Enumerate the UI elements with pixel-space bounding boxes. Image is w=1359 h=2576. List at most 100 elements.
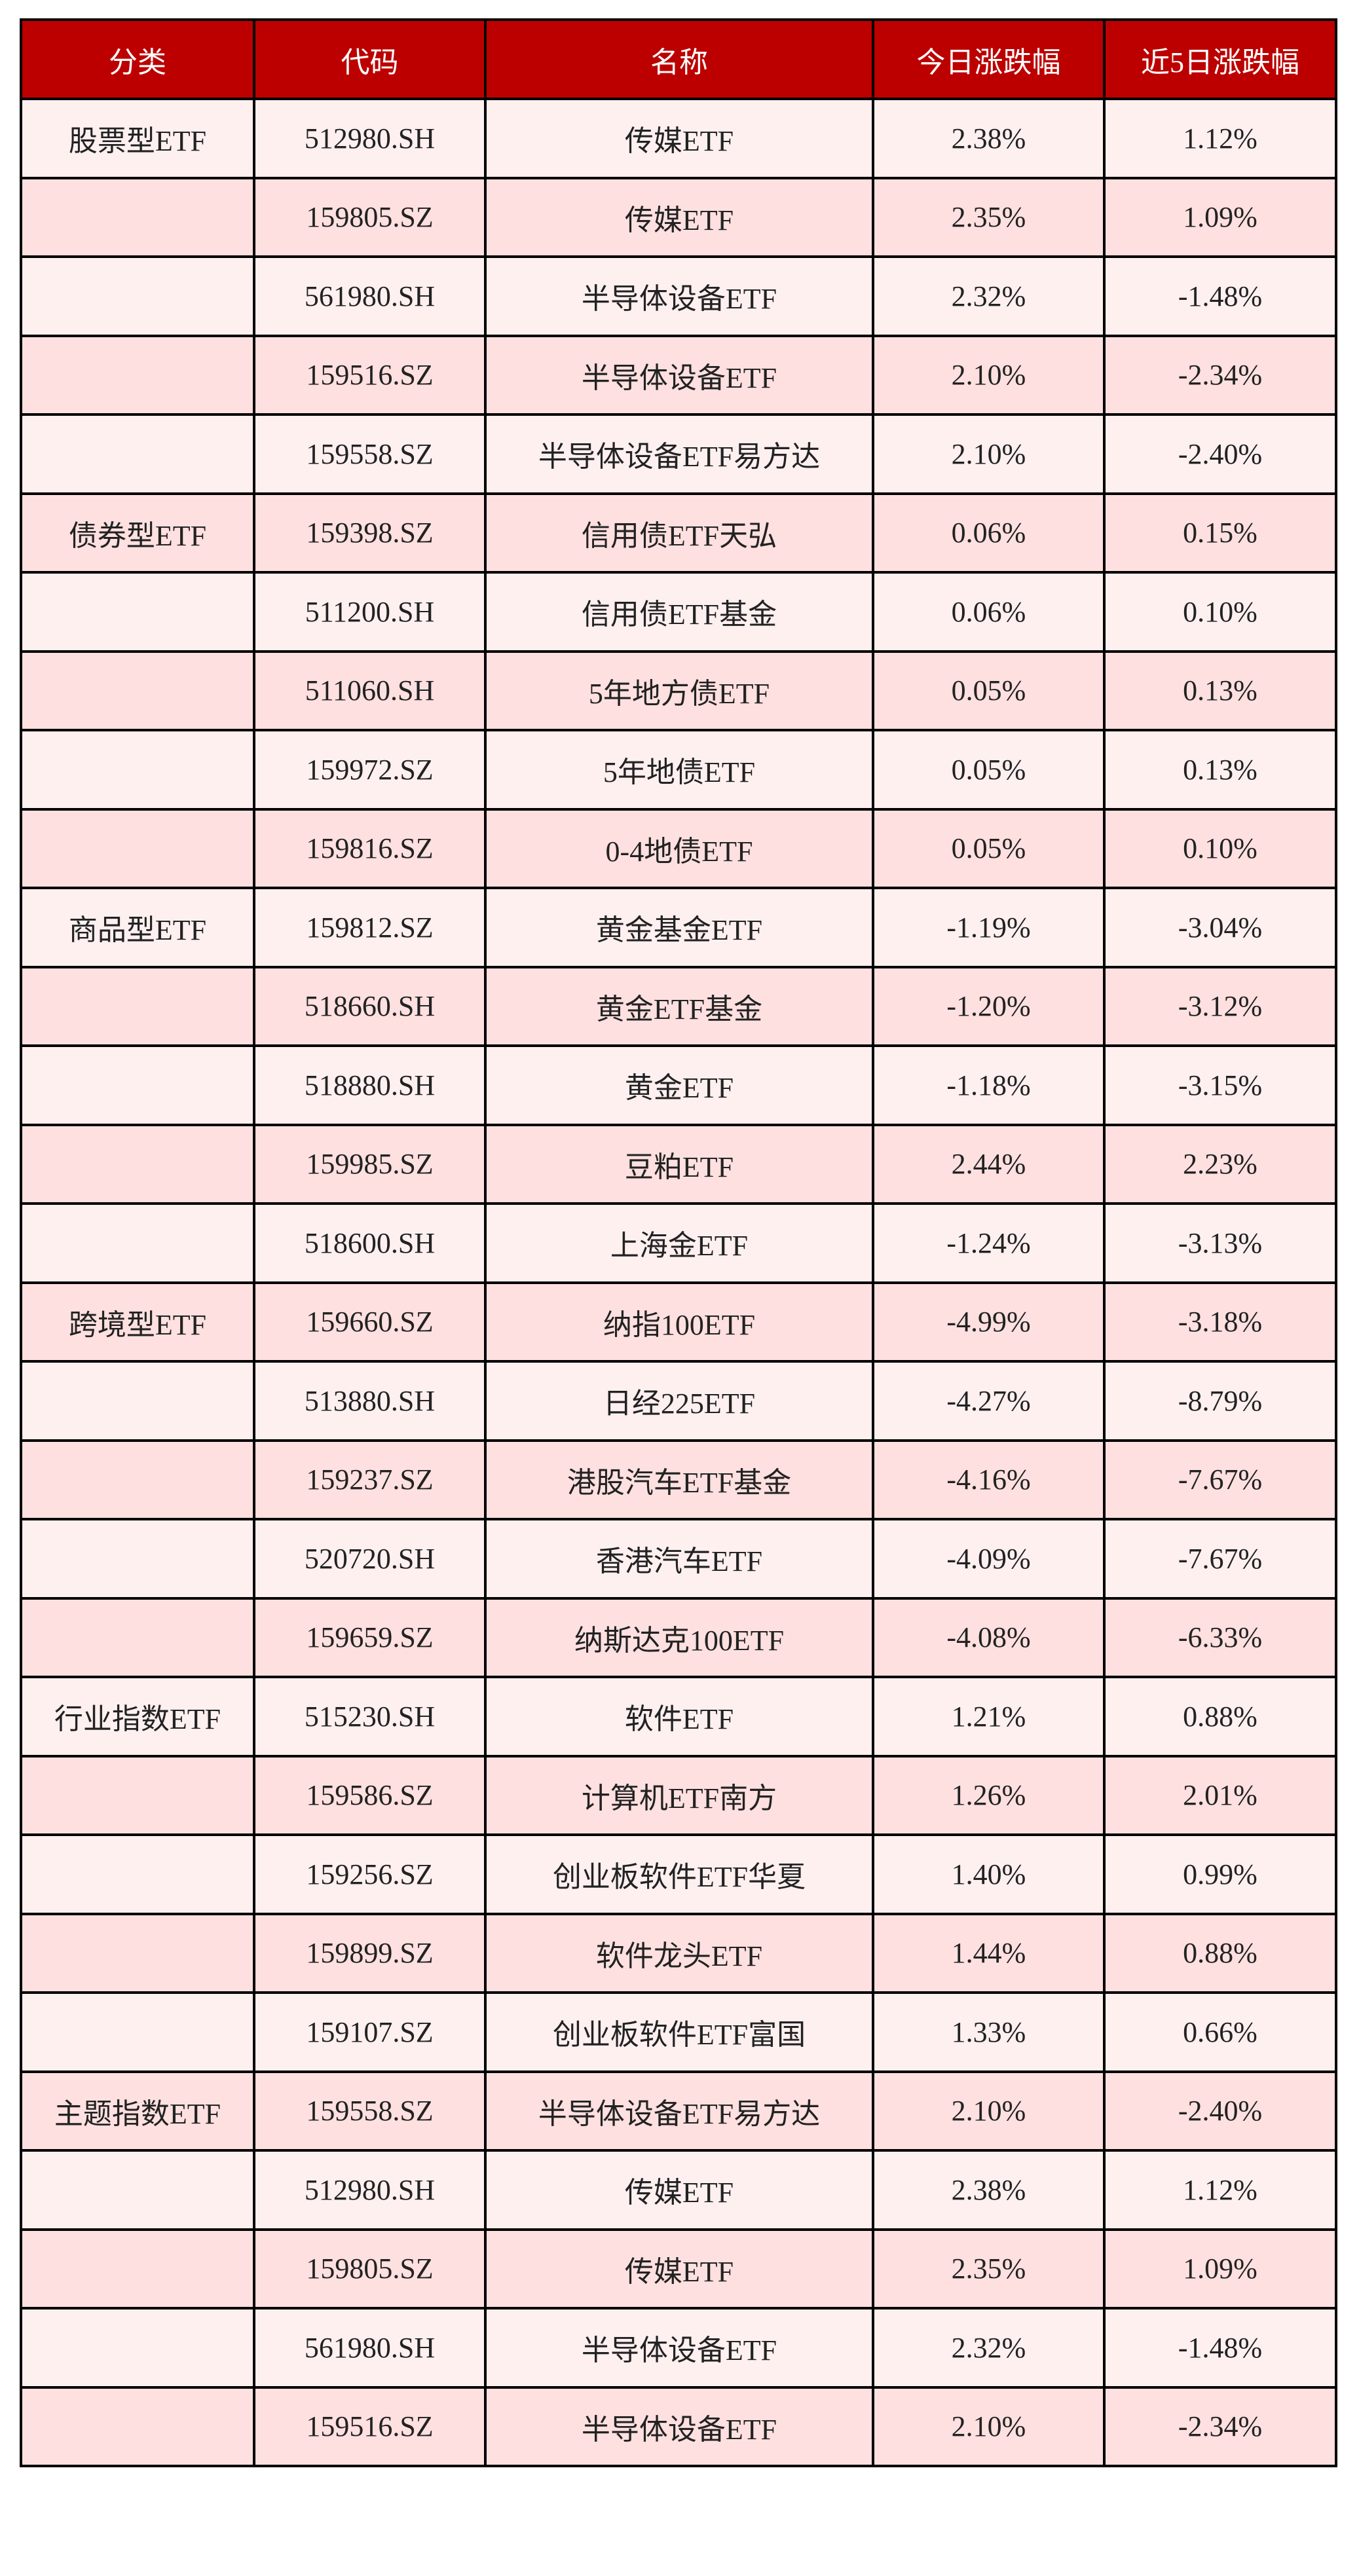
cell-5day-change: 2.01% <box>1103 1754 1337 1836</box>
cell-today-change: 1.21% <box>872 1676 1106 1757</box>
etf-table: 分类 代码 名称 今日涨跌幅 近5日涨跌幅 股票型ETF 512980.SH 传媒E… <box>20 18 1337 2467</box>
cell-code: 512980.SH <box>253 98 487 179</box>
cell-5day-change: 0.66% <box>1103 1991 1337 2073</box>
cell-5day-change: -1.48% <box>1103 255 1337 337</box>
cell-category <box>20 1518 255 1600</box>
cell-code: 512980.SH <box>253 2149 487 2231</box>
cell-name: 传媒ETF <box>484 176 874 258</box>
cell-category <box>20 2307 255 2389</box>
cell-today-change: -4.27% <box>872 1360 1106 1442</box>
cell-5day-change: -6.33% <box>1103 1596 1337 1678</box>
cell-code: 159398.SZ <box>253 492 487 574</box>
cell-today-change: 2.38% <box>872 98 1106 179</box>
cell-name: 创业板软件ETF富国 <box>484 1991 874 2073</box>
cell-category: 行业指数ETF <box>20 1676 255 1757</box>
table-row: 159558.SZ 半导体设备ETF易方达 2.10% -2.40% <box>20 413 1337 495</box>
cell-name: 5年地方债ETF <box>484 650 874 731</box>
cell-category: 商品型ETF <box>20 887 255 968</box>
cell-name: 豆粕ETF <box>484 1123 874 1205</box>
cell-code: 561980.SH <box>253 2307 487 2389</box>
cell-name: 纳指100ETF <box>484 1281 874 1363</box>
cell-today-change: 0.05% <box>872 729 1106 811</box>
cell-code: 515230.SH <box>253 1676 487 1757</box>
cell-code: 513880.SH <box>253 1360 487 1442</box>
cell-name: 香港汽车ETF <box>484 1518 874 1600</box>
cell-code: 518660.SH <box>253 965 487 1047</box>
cell-5day-change: -3.13% <box>1103 1202 1337 1284</box>
cell-today-change: -4.99% <box>872 1281 1106 1363</box>
cell-category <box>20 1123 255 1205</box>
cell-code: 520720.SH <box>253 1518 487 1600</box>
cell-5day-change: -7.67% <box>1103 1518 1337 1600</box>
table-row: 520720.SH 香港汽车ETF -4.09% -7.67% <box>20 1518 1337 1600</box>
cell-today-change: -1.20% <box>872 965 1106 1047</box>
cell-category <box>20 1596 255 1678</box>
table-row: 518600.SH 上海金ETF -1.24% -3.13% <box>20 1202 1337 1284</box>
cell-5day-change: -8.79% <box>1103 1360 1337 1442</box>
cell-category <box>20 1044 255 1126</box>
cell-name: 计算机ETF南方 <box>484 1754 874 1836</box>
cell-today-change: 0.06% <box>872 571 1106 653</box>
cell-5day-change: 1.12% <box>1103 98 1337 179</box>
cell-today-change: 0.05% <box>872 650 1106 731</box>
cell-category <box>20 1833 255 1915</box>
cell-category <box>20 1912 255 1994</box>
cell-today-change: -4.16% <box>872 1439 1106 1520</box>
cell-category <box>20 2149 255 2231</box>
cell-name: 半导体设备ETF <box>484 334 874 416</box>
cell-code: 159812.SZ <box>253 887 487 968</box>
cell-today-change: -4.09% <box>872 1518 1106 1600</box>
cell-name: 5年地债ETF <box>484 729 874 811</box>
table-row: 561980.SH 半导体设备ETF 2.32% -1.48% <box>20 255 1337 337</box>
table-row: 159805.SZ 传媒ETF 2.35% 1.09% <box>20 176 1337 258</box>
table-row: 518660.SH 黄金ETF基金 -1.20% -3.12% <box>20 965 1337 1047</box>
cell-name: 半导体设备ETF易方达 <box>484 2070 874 2152</box>
cell-category <box>20 413 255 495</box>
cell-5day-change: 0.88% <box>1103 1912 1337 1994</box>
table-row: 159107.SZ 创业板软件ETF富国 1.33% 0.66% <box>20 1991 1337 2073</box>
table-row: 159659.SZ 纳斯达克100ETF -4.08% -6.33% <box>20 1596 1337 1678</box>
cell-today-change: 2.10% <box>872 334 1106 416</box>
cell-code: 159972.SZ <box>253 729 487 811</box>
cell-code: 159586.SZ <box>253 1754 487 1836</box>
cell-5day-change: 1.12% <box>1103 2149 1337 2231</box>
cell-category: 跨境型ETF <box>20 1281 255 1363</box>
cell-code: 159659.SZ <box>253 1596 487 1678</box>
cell-today-change: 2.32% <box>872 2307 1106 2389</box>
table-row: 159516.SZ 半导体设备ETF 2.10% -2.34% <box>20 334 1337 416</box>
table-row: 159816.SZ 0-4地债ETF 0.05% 0.10% <box>20 807 1337 889</box>
cell-today-change: -1.19% <box>872 887 1106 968</box>
table-row: 159972.SZ 5年地债ETF 0.05% 0.13% <box>20 729 1337 811</box>
cell-today-change: 0.06% <box>872 492 1106 574</box>
cell-code: 518880.SH <box>253 1044 487 1126</box>
cell-category <box>20 1754 255 1836</box>
cell-name: 创业板软件ETF华夏 <box>484 1833 874 1915</box>
cell-name: 半导体设备ETF <box>484 2385 874 2467</box>
cell-5day-change: 2.23% <box>1103 1123 1337 1205</box>
cell-code: 159256.SZ <box>253 1833 487 1915</box>
cell-category <box>20 807 255 889</box>
cell-code: 159816.SZ <box>253 807 487 889</box>
header-today-change: 今日涨跌幅 <box>872 18 1106 100</box>
table-row: 股票型ETF 512980.SH 传媒ETF 2.38% 1.12% <box>20 98 1337 179</box>
cell-5day-change: 0.10% <box>1103 807 1337 889</box>
cell-category: 主题指数ETF <box>20 2070 255 2152</box>
cell-name: 信用债ETF基金 <box>484 571 874 653</box>
cell-name: 软件龙头ETF <box>484 1912 874 1994</box>
cell-today-change: -1.24% <box>872 1202 1106 1284</box>
table-row: 511060.SH 5年地方债ETF 0.05% 0.13% <box>20 650 1337 731</box>
cell-name: 日经225ETF <box>484 1360 874 1442</box>
cell-today-change: 1.33% <box>872 1991 1106 2073</box>
cell-category <box>20 2228 255 2309</box>
cell-name: 软件ETF <box>484 1676 874 1757</box>
cell-category <box>20 1202 255 1284</box>
cell-name: 传媒ETF <box>484 98 874 179</box>
cell-category <box>20 334 255 416</box>
cell-category <box>20 1360 255 1442</box>
cell-category <box>20 965 255 1047</box>
cell-category <box>20 1991 255 2073</box>
cell-category <box>20 571 255 653</box>
cell-5day-change: 0.15% <box>1103 492 1337 574</box>
cell-today-change: 2.10% <box>872 2385 1106 2467</box>
cell-today-change: 2.35% <box>872 2228 1106 2309</box>
